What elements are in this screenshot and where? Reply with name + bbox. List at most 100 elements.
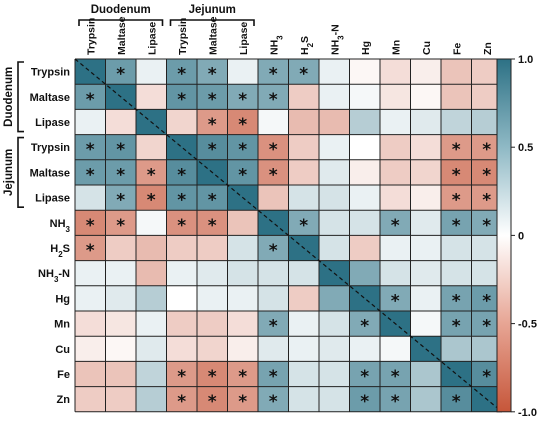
heatmap-cell (288, 134, 319, 160)
heatmap-cell (227, 84, 258, 110)
heatmap-cell (410, 84, 441, 110)
column-label: Maltase (116, 16, 128, 55)
heatmap-cell (410, 235, 441, 261)
heatmap-cell (166, 260, 197, 286)
significance-star: * (86, 90, 95, 110)
significance-star: * (177, 191, 186, 211)
heatmap-cell (441, 185, 472, 211)
colorbar: 1.0 0.5 0 -0.5 -1.0 (496, 54, 537, 419)
heatmap-cell (319, 84, 350, 110)
row-label: Maltase (30, 167, 70, 179)
heatmap-cell (105, 235, 136, 261)
heatmap-cell (197, 235, 228, 261)
heatmap-cell (227, 336, 258, 362)
significance-star: * (177, 367, 186, 387)
significance-star: * (482, 317, 491, 337)
heatmap-cell (258, 134, 289, 160)
significance-star: * (452, 317, 461, 337)
heatmap-cell (197, 285, 228, 311)
heatmap-cell (258, 311, 289, 337)
heatmap-cell (227, 109, 258, 135)
heatmap-cell (227, 386, 258, 412)
heatmap-cell (441, 134, 472, 160)
colorbar-tick-label: 0 (518, 230, 524, 242)
heatmap-cell (410, 159, 441, 185)
heatmap-cell (288, 386, 319, 412)
heatmap-cell (410, 361, 441, 387)
heatmap-cell (258, 285, 289, 311)
heatmap-cell (105, 311, 136, 337)
heatmap-cell (288, 336, 319, 362)
heatmap-cell (105, 109, 136, 135)
heatmap-cell (441, 210, 472, 236)
heatmap-cell (319, 109, 350, 135)
heatmap-cell (75, 134, 106, 160)
colorbar-gradient (496, 58, 512, 413)
colorbar-tick-label: -1.0 (518, 407, 537, 419)
heatmap-cell (349, 235, 380, 261)
heatmap-cell (197, 210, 228, 236)
row-group-bracket (17, 61, 24, 133)
significance-star: * (238, 115, 247, 135)
heatmap-cell (258, 361, 289, 387)
heatmap-cell (166, 336, 197, 362)
column-label: Hg (360, 41, 372, 55)
heatmap-cell (410, 260, 441, 286)
column-label: Zn (482, 42, 494, 55)
column-label: NH3 (268, 35, 284, 55)
heatmap-cell (136, 210, 167, 236)
row-label: Fe (57, 369, 70, 381)
row-label: Lipase (35, 193, 70, 205)
significance-star: * (452, 392, 461, 412)
row-labels: Trypsin Maltase Lipase Trypsin Maltase Lipase… (30, 67, 71, 407)
heatmap-cell (441, 59, 472, 85)
significance-star: * (452, 140, 461, 160)
heatmap-cell (288, 84, 319, 110)
heatmap-cell (136, 134, 167, 160)
heatmap-cell (410, 134, 441, 160)
heatmap-cell (410, 210, 441, 236)
row-group-label: Duodenum (3, 67, 15, 127)
significance-star: * (177, 65, 186, 85)
significance-star: * (269, 367, 278, 387)
significance-star: * (452, 216, 461, 236)
significance-star: * (147, 165, 156, 185)
significance-star: * (147, 191, 156, 211)
row-label: NH3-N (38, 268, 70, 284)
heatmap-cell (166, 285, 197, 311)
heatmap-cell (75, 260, 106, 286)
heatmap-cell (258, 336, 289, 362)
heatmap-cell (75, 311, 106, 337)
heatmap-cell (319, 185, 350, 211)
significance-star: * (269, 65, 278, 85)
significance-star: * (208, 392, 217, 412)
heatmap-cell (258, 59, 289, 85)
heatmap-cell (441, 311, 472, 337)
heatmap-cell (166, 210, 197, 236)
significance-star: * (269, 317, 278, 337)
heatmap-cell (75, 59, 106, 85)
significance-star: * (177, 165, 186, 185)
heatmap-cell (136, 84, 167, 110)
heatmap-cell (75, 109, 106, 135)
heatmap-cells (75, 59, 502, 412)
significance-star: * (116, 165, 125, 185)
heatmap-cell (227, 285, 258, 311)
heatmap-cell (136, 361, 167, 387)
heatmap-cell (380, 210, 411, 236)
row-label: H2S (50, 243, 70, 259)
significance-star: * (269, 241, 278, 261)
heatmap-cell (288, 59, 319, 85)
heatmap-cell (227, 361, 258, 387)
heatmap-cell (349, 336, 380, 362)
heatmap-cell (166, 311, 197, 337)
significance-star: * (360, 317, 369, 337)
significance-star: * (482, 216, 491, 236)
heatmap-cell (349, 361, 380, 387)
significance-star: * (238, 392, 247, 412)
heatmap-cell (380, 84, 411, 110)
heatmap-cell (319, 134, 350, 160)
heatmap-cell (380, 361, 411, 387)
heatmap-cell (380, 386, 411, 412)
heatmap-cell (349, 134, 380, 160)
